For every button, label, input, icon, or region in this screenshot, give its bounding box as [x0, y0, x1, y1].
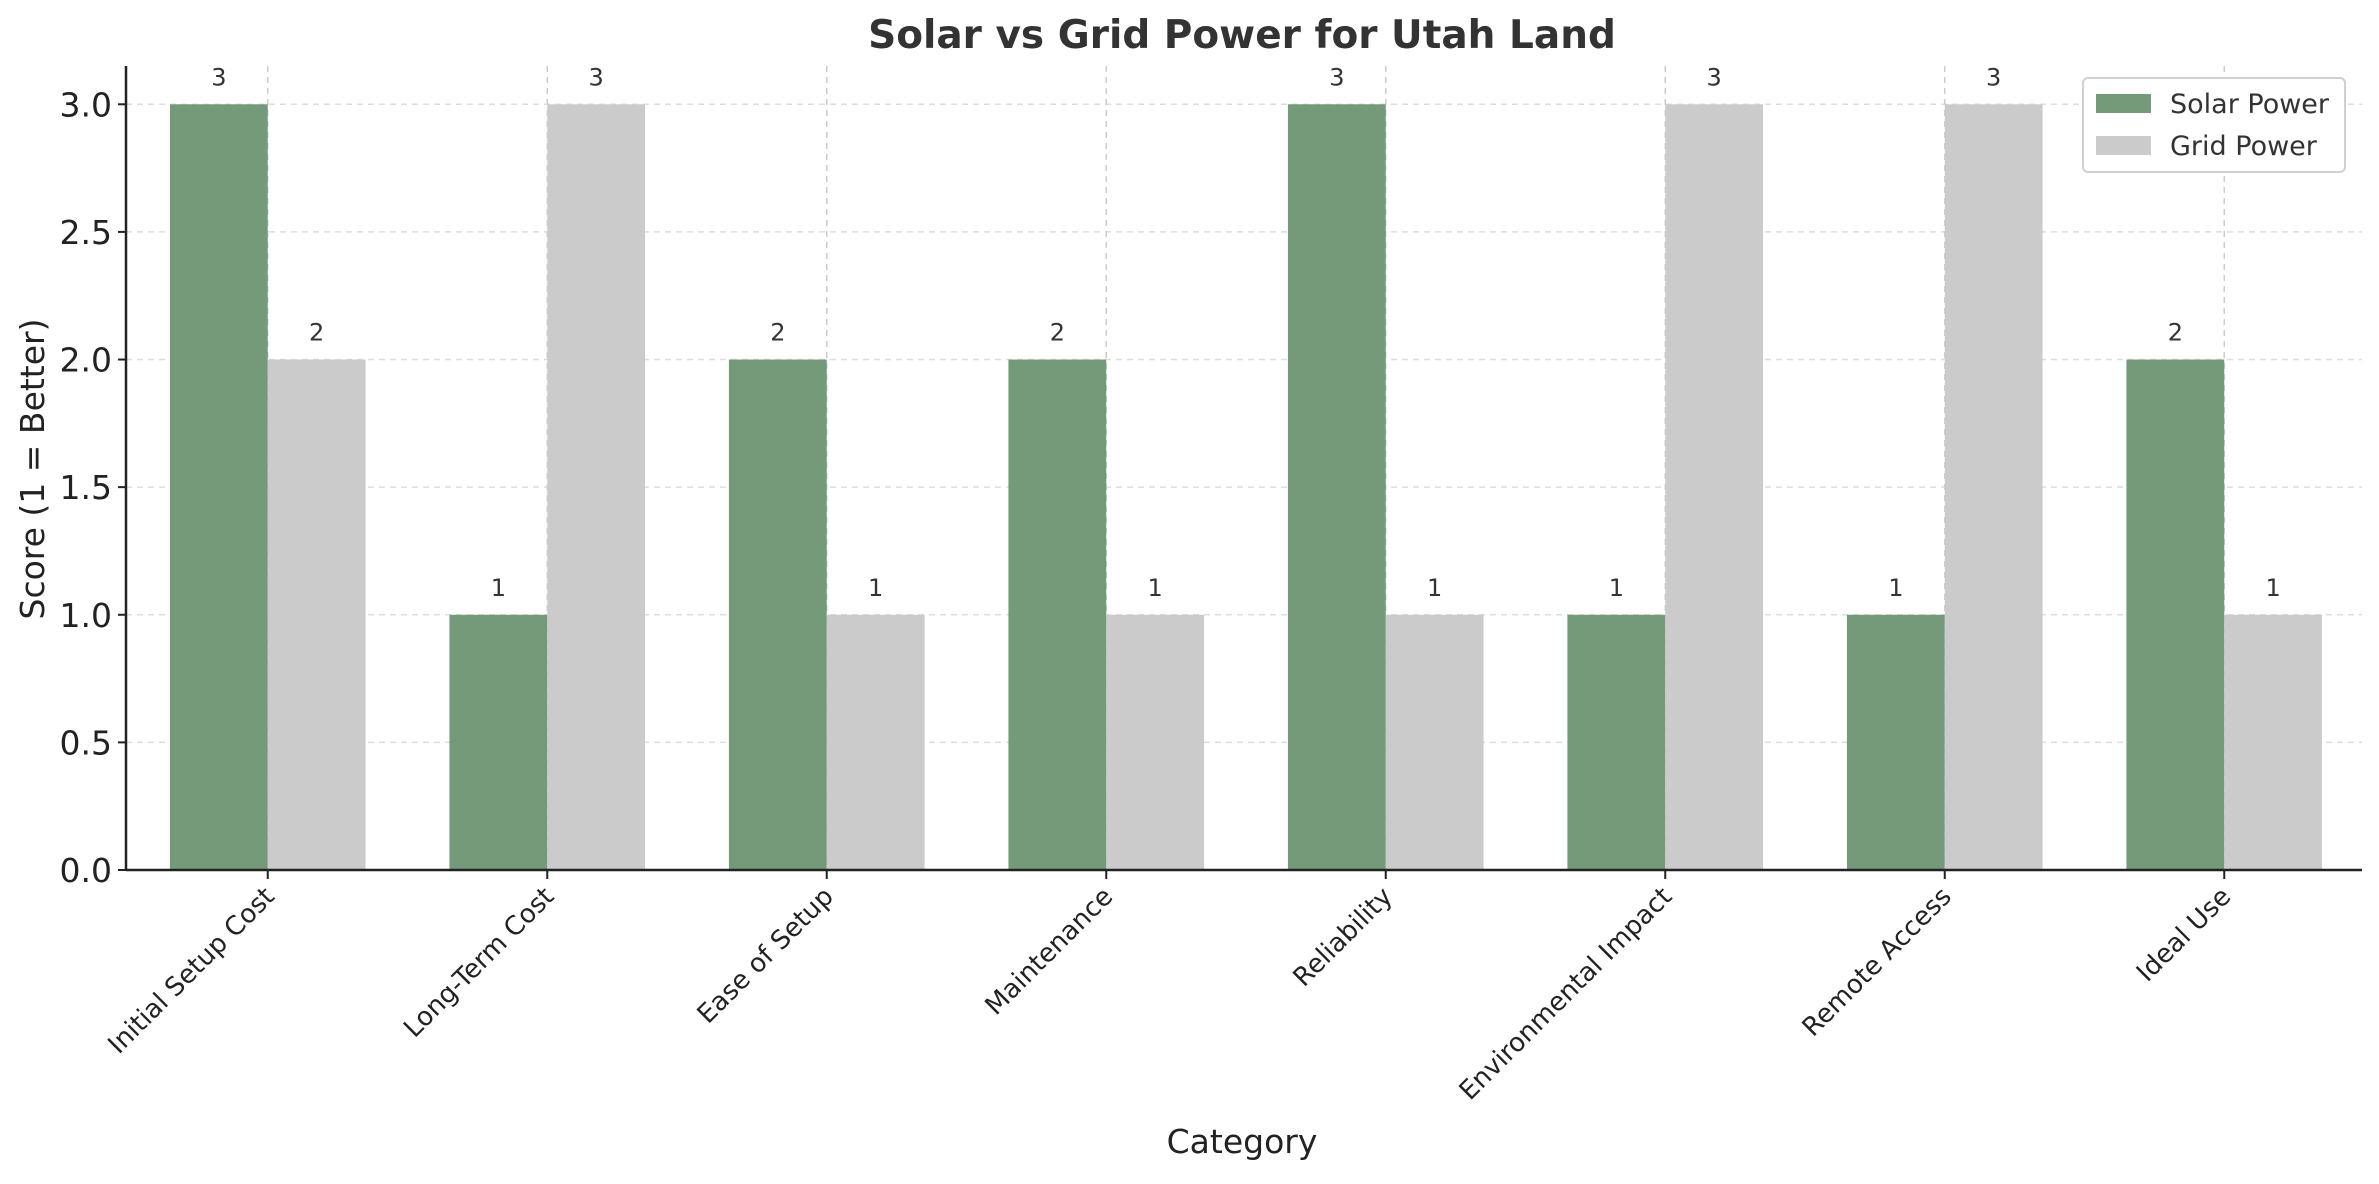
- bar-value-label: 2: [770, 319, 785, 347]
- axes-layer: [118, 66, 2362, 879]
- bar-solar: [449, 614, 548, 870]
- bar-value-label: 3: [211, 63, 226, 91]
- legend-label-solar: Solar Power: [2170, 89, 2330, 120]
- bar-value-label: 2: [2168, 319, 2183, 347]
- legend-label-grid: Grid Power: [2170, 131, 2318, 162]
- legend: Solar Power Grid Power: [2082, 77, 2346, 173]
- bars-layer: [169, 104, 2323, 871]
- bar-value-label: 3: [1986, 63, 2001, 91]
- legend-swatch-solar: [2096, 94, 2151, 113]
- bar-solar: [2126, 359, 2225, 870]
- y-axis-label: Score (1 = Better): [13, 319, 52, 620]
- bar-grid: [547, 104, 646, 871]
- y-tick-label: 1.5: [60, 468, 112, 507]
- bar-value-label: 1: [2266, 574, 2281, 602]
- bar-grid: [2224, 614, 2323, 870]
- bar-solar: [1008, 359, 1107, 870]
- chart-title: Solar vs Grid Power for Utah Land: [868, 13, 1616, 58]
- bar-solar: [169, 104, 268, 871]
- bar-value-label: 1: [1148, 574, 1163, 602]
- bar-solar: [1287, 104, 1386, 871]
- y-tick-label: 2.0: [60, 341, 112, 380]
- bar-value-label: 2: [309, 319, 324, 347]
- bar-value-label: 1: [1888, 574, 1903, 602]
- y-tick-label: 2.5: [60, 213, 112, 252]
- legend-swatch-grid: [2096, 136, 2151, 155]
- x-axis-label: Category: [1167, 1122, 1318, 1161]
- bar-value-label: 1: [1609, 574, 1624, 602]
- bar-grid: [1944, 104, 2043, 871]
- bar-solar: [1567, 614, 1666, 870]
- bar-value-label: 1: [491, 574, 506, 602]
- bar-solar: [728, 359, 827, 870]
- bar-value-label: 3: [589, 63, 604, 91]
- y-tick-label: 0.0: [60, 851, 112, 890]
- y-tick-label: 0.5: [60, 723, 112, 762]
- bar-grid: [1665, 104, 1764, 871]
- bar-grid: [826, 614, 925, 870]
- y-tick-label: 1.0: [60, 596, 112, 635]
- bar-value-label: 1: [868, 574, 883, 602]
- bar-solar: [1846, 614, 1945, 870]
- bar-value-label: 3: [1707, 63, 1722, 91]
- bar-grid: [267, 359, 366, 870]
- bar-value-label: 3: [1329, 63, 1344, 91]
- bar-value-label: 2: [1050, 319, 1065, 347]
- bar-grid: [1385, 614, 1484, 870]
- bar-grid: [1106, 614, 1205, 870]
- y-tick-label: 3.0: [60, 85, 112, 124]
- bar-value-label: 1: [1427, 574, 1442, 602]
